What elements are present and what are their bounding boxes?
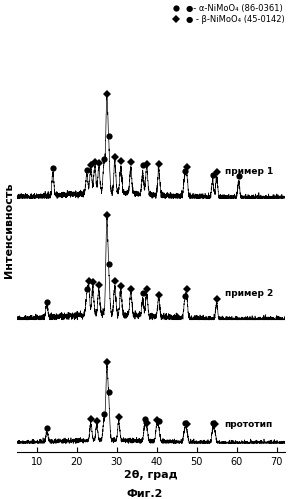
Text: прототип: прототип: [225, 420, 273, 429]
Legend: ●- α-NiMoO₄ (86-0361), ● - β-NiMoO₄ (45-0142): ●- α-NiMoO₄ (86-0361), ● - β-NiMoO₄ (45-…: [167, 3, 286, 25]
X-axis label: 2θ, град: 2θ, град: [124, 470, 177, 480]
Text: пример 2: пример 2: [225, 289, 273, 298]
Text: Фиг.2: Фиг.2: [126, 489, 163, 499]
Text: пример 1: пример 1: [225, 168, 273, 177]
Y-axis label: Интенсивность: Интенсивность: [4, 182, 14, 278]
